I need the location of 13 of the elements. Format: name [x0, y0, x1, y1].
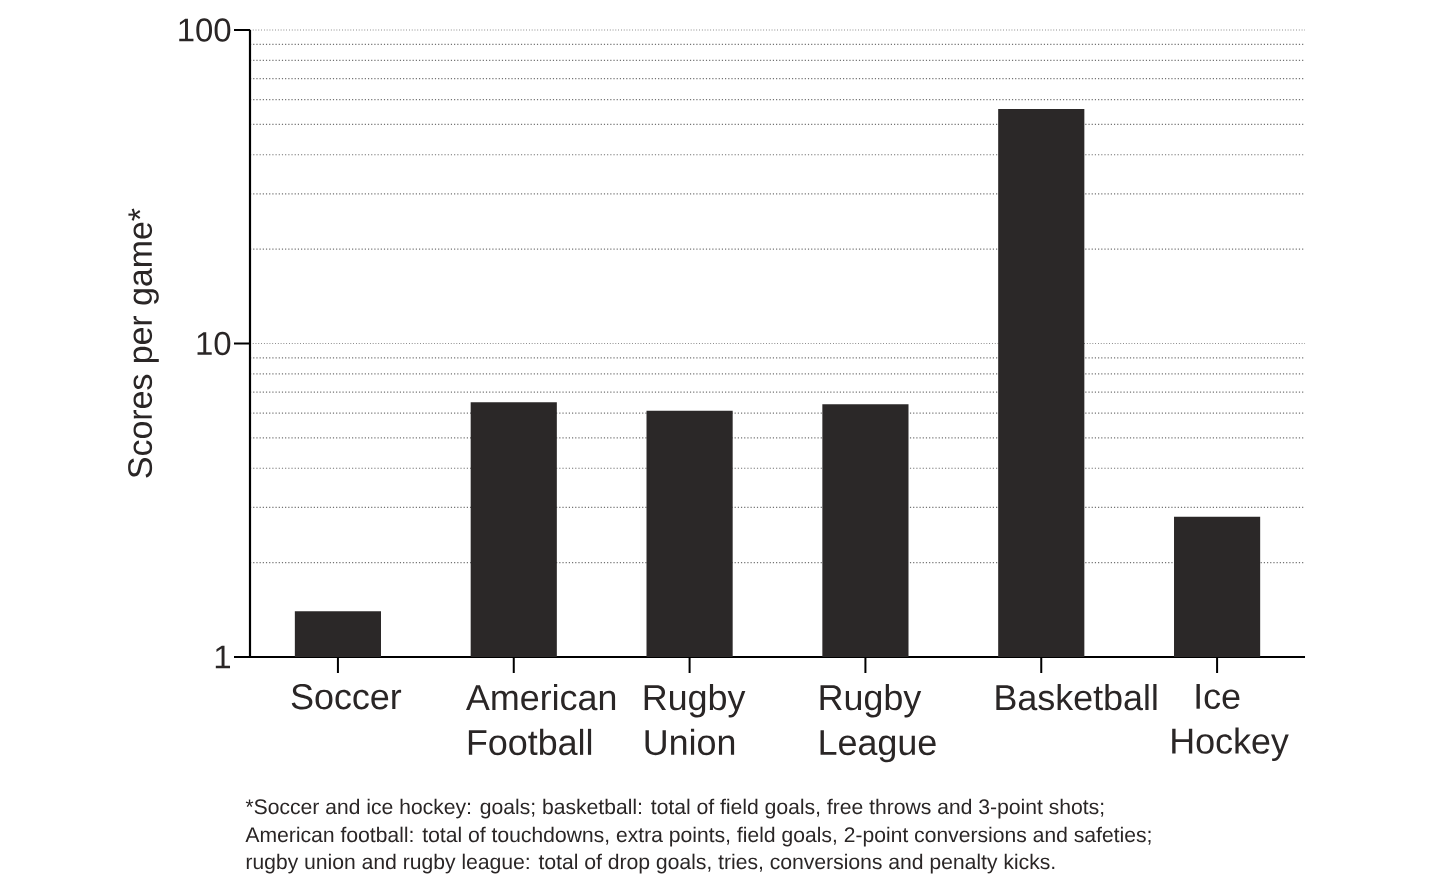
x-tick-label: Soccer: [291, 684, 402, 710]
y-tick-label: 100: [179, 18, 231, 42]
x-tick-label: American Football: [466, 684, 616, 756]
text: *Soccer and ice hockey: goals; basketball: total of field goals, free throws and 3-point shots;: [245, 798, 1104, 819]
text: rugby union and rugby league: total of drop goals, tries, conversions and penalty kicks.: [246, 853, 1055, 874]
y-tick-label: 10: [197, 331, 231, 356]
x-tick-label: Ice Hockey: [1172, 684, 1289, 761]
y-axis-title: Scores per game*: [128, 208, 159, 478]
x-tick-label: Basketball: [996, 684, 1157, 711]
y-tick-label: 1: [215, 645, 231, 669]
x-tick-label: Rugby League: [820, 684, 936, 763]
text: American football: total of touchdowns, extra points, field goals, 2-point conversions and safeties;: [245, 826, 1151, 847]
x-tick-label: Rugby Union: [644, 684, 746, 756]
